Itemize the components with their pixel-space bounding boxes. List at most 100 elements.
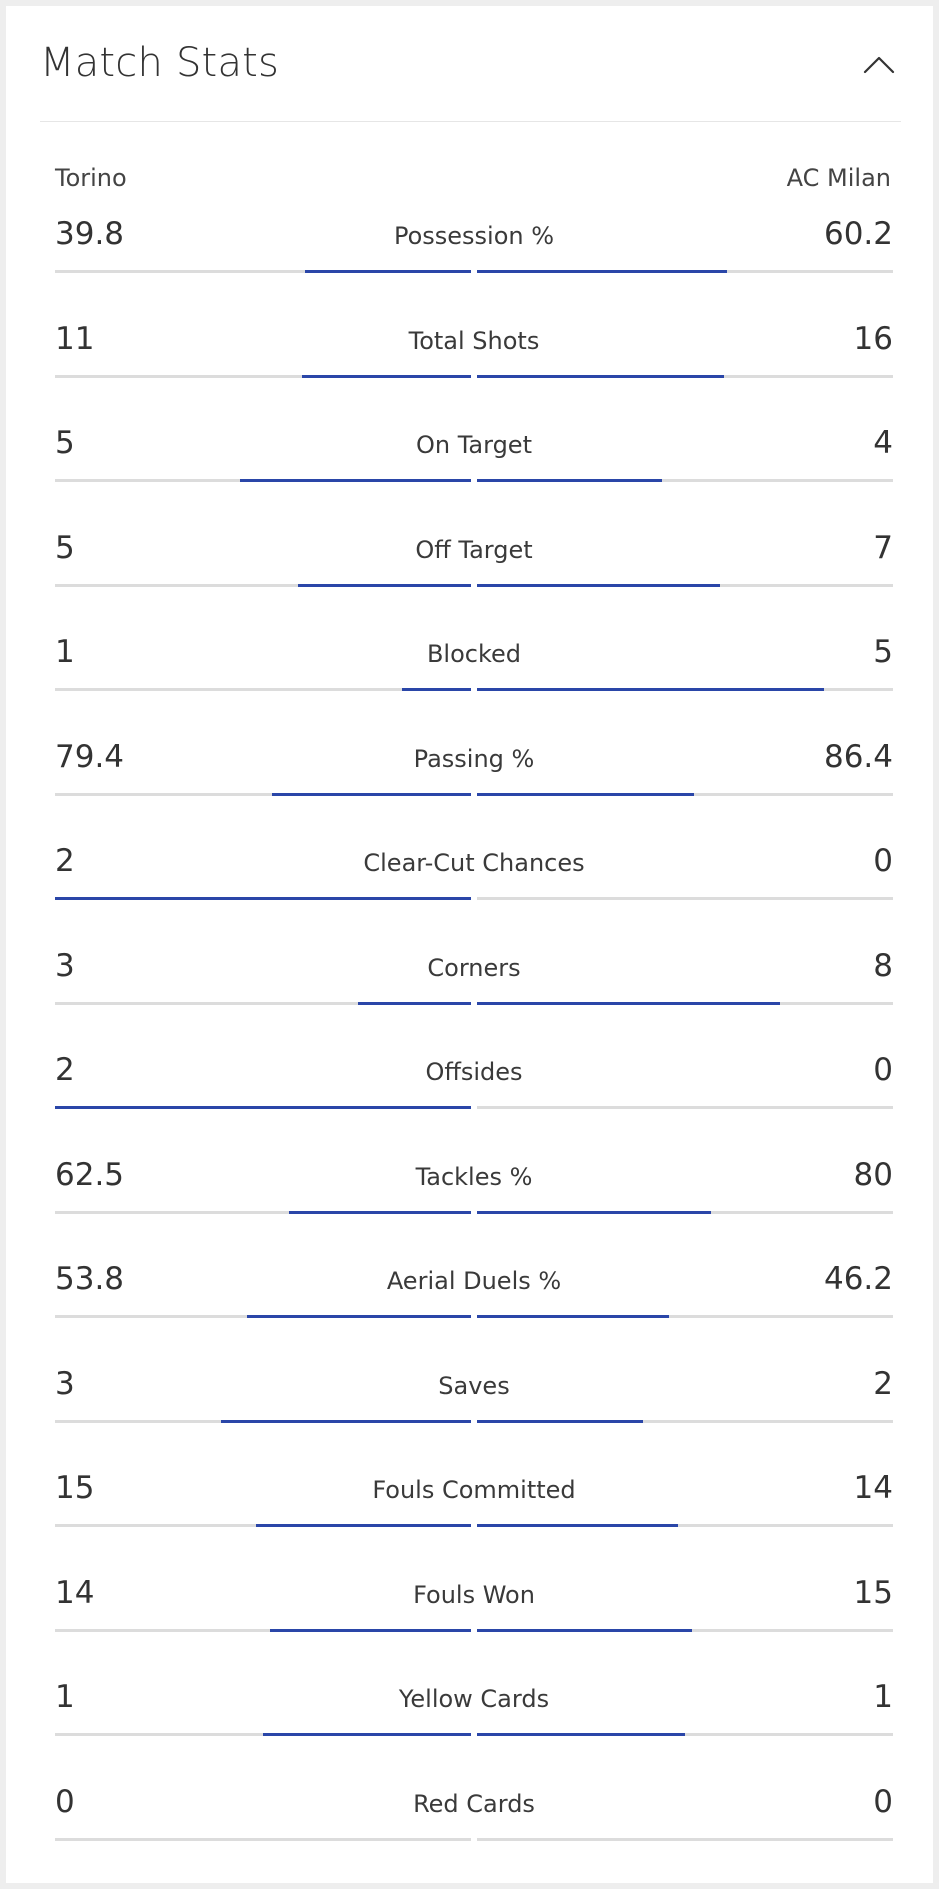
away-bar-track <box>477 688 893 691</box>
match-stats-card: Match Stats Torino AC Milan 39.8 Possessi… <box>6 6 933 1883</box>
home-bar-fill <box>255 1524 471 1527</box>
stat-row: 79.4 Passing % 86.4 <box>55 721 893 826</box>
home-bar-fill <box>239 479 471 482</box>
home-bar-track <box>55 1733 471 1736</box>
home-bar-fill <box>247 1315 471 1318</box>
stat-label: Passing % <box>413 744 535 773</box>
home-bar-fill <box>55 897 471 900</box>
stat-home-value: 2 <box>55 843 75 879</box>
stat-home-value: 11 <box>55 320 95 357</box>
stat-home-value: 79.4 <box>55 738 125 775</box>
stat-label: On Target <box>416 431 532 459</box>
stat-away-value: 0 <box>873 843 893 879</box>
away-bar-fill <box>477 1524 678 1527</box>
stat-label: Red Cards <box>413 1789 535 1818</box>
stat-home-value: 3 <box>55 947 75 984</box>
stat-away-value: 16 <box>853 320 893 357</box>
stat-home-value: 62.5 <box>55 1156 125 1193</box>
home-bar-fill <box>263 1733 471 1736</box>
stat-away-value: 0 <box>873 1783 893 1820</box>
stat-away-value: 86.4 <box>823 738 893 775</box>
away-bar-fill <box>477 1419 644 1423</box>
home-bar-track <box>55 1001 471 1005</box>
stat-away-value: 2 <box>873 1365 893 1402</box>
stat-row: 0 Red Cards 0 <box>55 1766 893 1871</box>
home-bar-track <box>55 583 471 587</box>
away-bar-track <box>477 374 893 378</box>
stat-label: Yellow Cards <box>398 1685 550 1713</box>
home-bar-fill <box>288 1210 471 1214</box>
stat-row: 2 Offsides 0 <box>55 1034 893 1139</box>
section-title: Match Stats <box>40 40 280 86</box>
stat-label: Tackles % <box>415 1162 533 1191</box>
away-bar-track <box>477 792 893 796</box>
collapse-button[interactable] <box>857 44 901 88</box>
away-bar-fill <box>477 479 662 482</box>
stat-row: 5 On Target 4 <box>55 407 893 512</box>
home-bar-track <box>55 1628 471 1632</box>
away-bar-track <box>477 1628 893 1632</box>
stat-away-value: 7 <box>873 529 893 566</box>
away-bar-track <box>477 1524 893 1527</box>
away-bar-track <box>477 479 893 482</box>
stat-away-value: 1 <box>873 1679 893 1715</box>
stats-list: 39.8 Possession % 60.2 11 Total Shots 16 5 On T… <box>55 198 893 1870</box>
stat-row: 53.8 Aerial Duels % 46.2 <box>55 1243 893 1348</box>
stat-away-value: 0 <box>873 1052 893 1088</box>
home-bar-track <box>55 1315 471 1318</box>
stat-home-value: 0 <box>55 1783 75 1820</box>
stat-label: Off Target <box>415 535 533 564</box>
home-team-name: Torino <box>55 164 127 192</box>
stat-row: 5 Off Target 7 <box>55 512 893 617</box>
stat-away-value: 60.2 <box>823 216 893 252</box>
away-bar-fill <box>477 583 720 587</box>
away-team-name: AC Milan <box>786 164 891 192</box>
away-bar-track <box>477 897 893 900</box>
away-bar-track <box>477 270 893 273</box>
away-bar-fill <box>477 374 724 378</box>
stat-label: Aerial Duels % <box>386 1267 562 1295</box>
away-bar-fill <box>477 688 824 691</box>
stat-row: 2 Clear-Cut Chances 0 <box>55 825 893 930</box>
away-bar-fill <box>477 1315 670 1318</box>
stat-home-value: 2 <box>55 1052 75 1088</box>
stat-label: Fouls Committed <box>372 1476 576 1504</box>
stat-row: 14 Fouls Won 15 <box>55 1557 893 1662</box>
home-bar-fill <box>301 374 471 378</box>
stat-home-value: 5 <box>55 425 75 461</box>
stat-label: Clear-Cut Chances <box>363 849 585 877</box>
stat-away-value: 5 <box>873 634 893 670</box>
stat-away-value: 80 <box>853 1156 893 1193</box>
stat-away-value: 15 <box>853 1574 893 1611</box>
stat-row: 3 Saves 2 <box>55 1348 893 1453</box>
stat-away-value: 8 <box>873 947 893 984</box>
home-bar-track <box>55 1837 471 1841</box>
home-bar-fill <box>221 1419 471 1423</box>
home-bar-track <box>55 1210 471 1214</box>
home-bar-fill <box>401 688 471 691</box>
stat-row: 15 Fouls Committed 14 <box>55 1452 893 1557</box>
stat-away-value: 46.2 <box>823 1261 893 1297</box>
away-bar-track <box>477 1837 893 1841</box>
stat-row: 1 Blocked 5 <box>55 616 893 721</box>
stat-row: 11 Total Shots 16 <box>55 303 893 408</box>
stat-label: Total Shots <box>408 326 540 355</box>
away-bar-fill <box>477 1628 693 1632</box>
away-bar-track <box>477 1419 893 1423</box>
away-bar-fill <box>477 1001 780 1005</box>
home-bar-track <box>55 270 471 273</box>
away-bar-fill <box>477 792 694 796</box>
home-bar-track <box>55 1106 471 1109</box>
home-bar-track <box>55 688 471 691</box>
home-bar-track <box>55 1419 471 1423</box>
team-names: Torino AC Milan <box>49 164 891 194</box>
stat-row: 39.8 Possession % 60.2 <box>55 198 893 303</box>
stat-label: Fouls Won <box>413 1580 535 1609</box>
match-stats-header: Match Stats <box>40 6 901 122</box>
away-bar-track <box>477 1106 893 1109</box>
stat-label: Saves <box>438 1371 510 1400</box>
stat-away-value: 14 <box>853 1470 893 1506</box>
stat-row: 3 Corners 8 <box>55 930 893 1035</box>
away-bar-track <box>477 1001 893 1005</box>
stat-label: Possession % <box>393 222 555 250</box>
